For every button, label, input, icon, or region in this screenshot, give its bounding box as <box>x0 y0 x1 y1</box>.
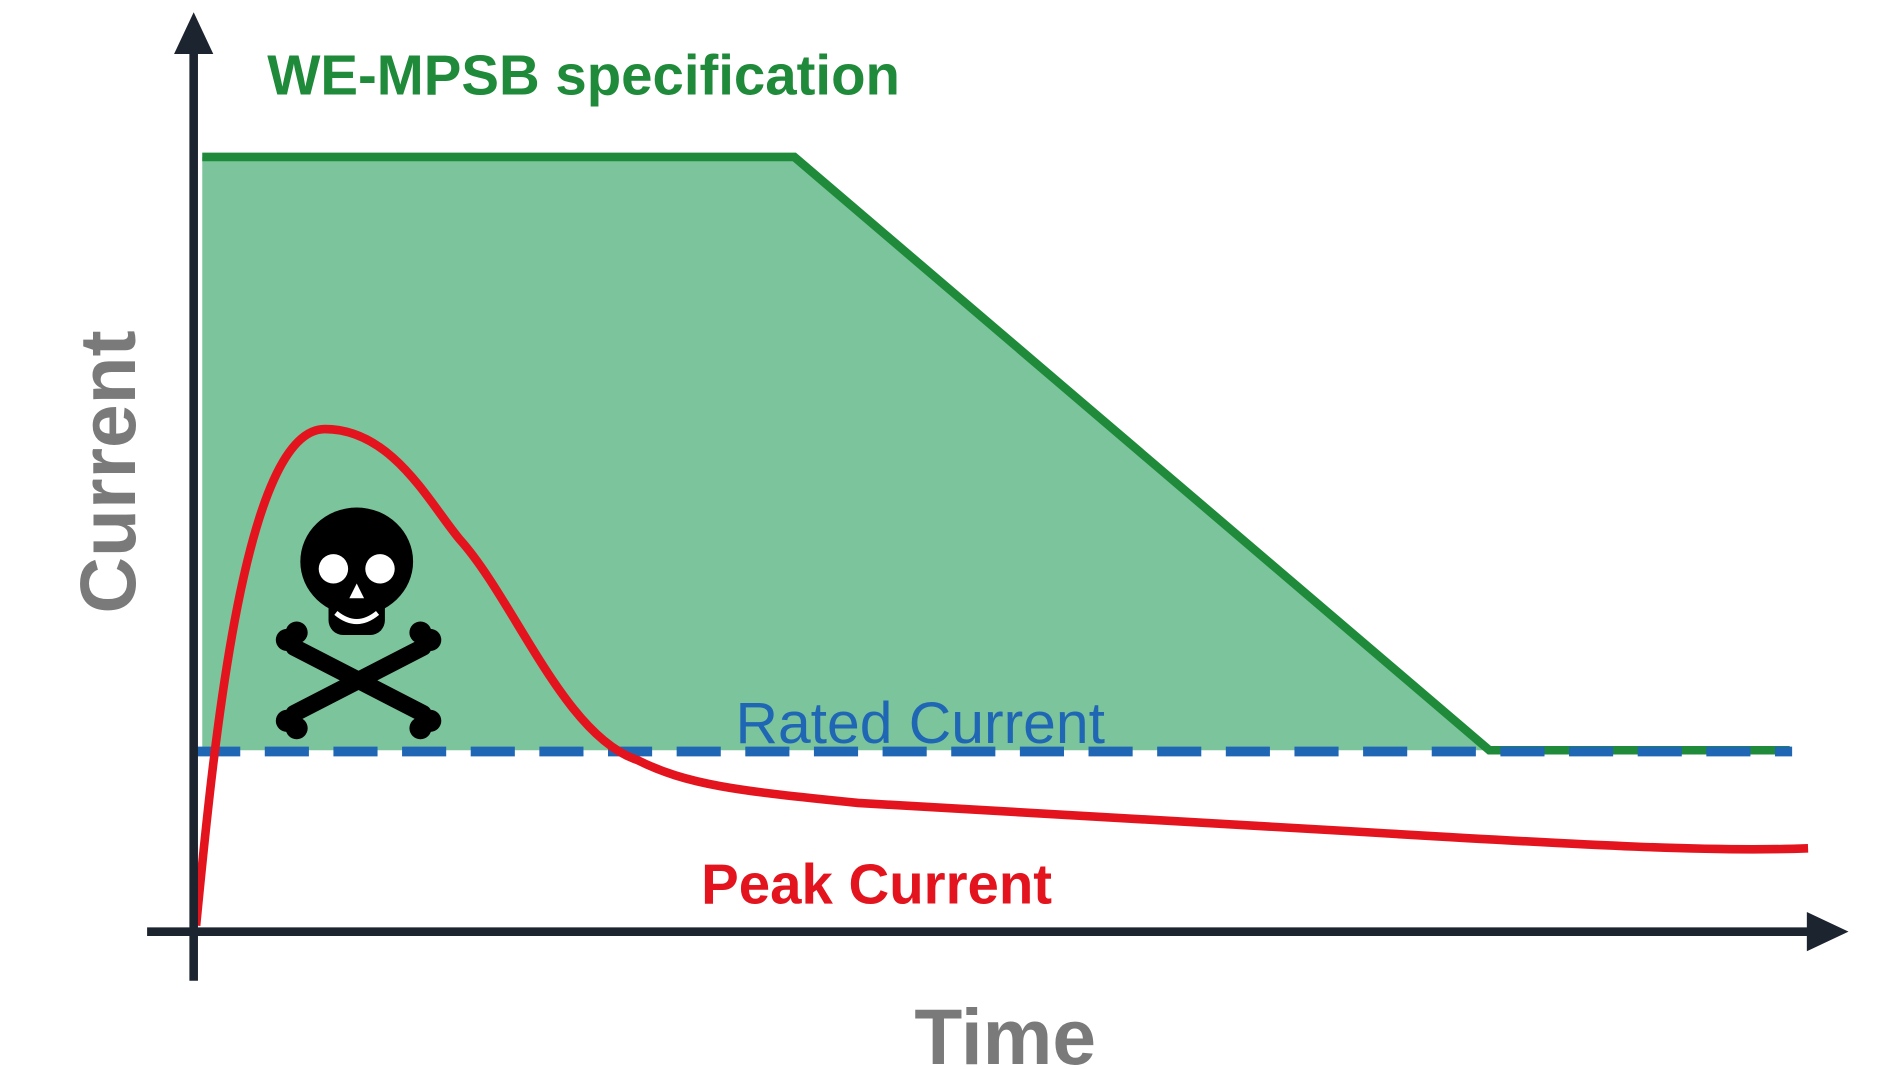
x-axis-label: Time <box>914 993 1096 1069</box>
x-arrow <box>1806 912 1849 952</box>
rated-label: Rated Current <box>735 691 1105 756</box>
y-arrow <box>174 12 214 54</box>
title: WE-MPSB specification <box>267 43 900 106</box>
peak-label: Peak Current <box>701 852 1052 915</box>
skull-icon <box>275 507 442 740</box>
skull <box>300 507 414 616</box>
bone <box>285 638 432 723</box>
spec-area <box>202 156 1490 751</box>
y-axis-label: Current <box>64 330 152 613</box>
peak-curve <box>191 424 1809 926</box>
